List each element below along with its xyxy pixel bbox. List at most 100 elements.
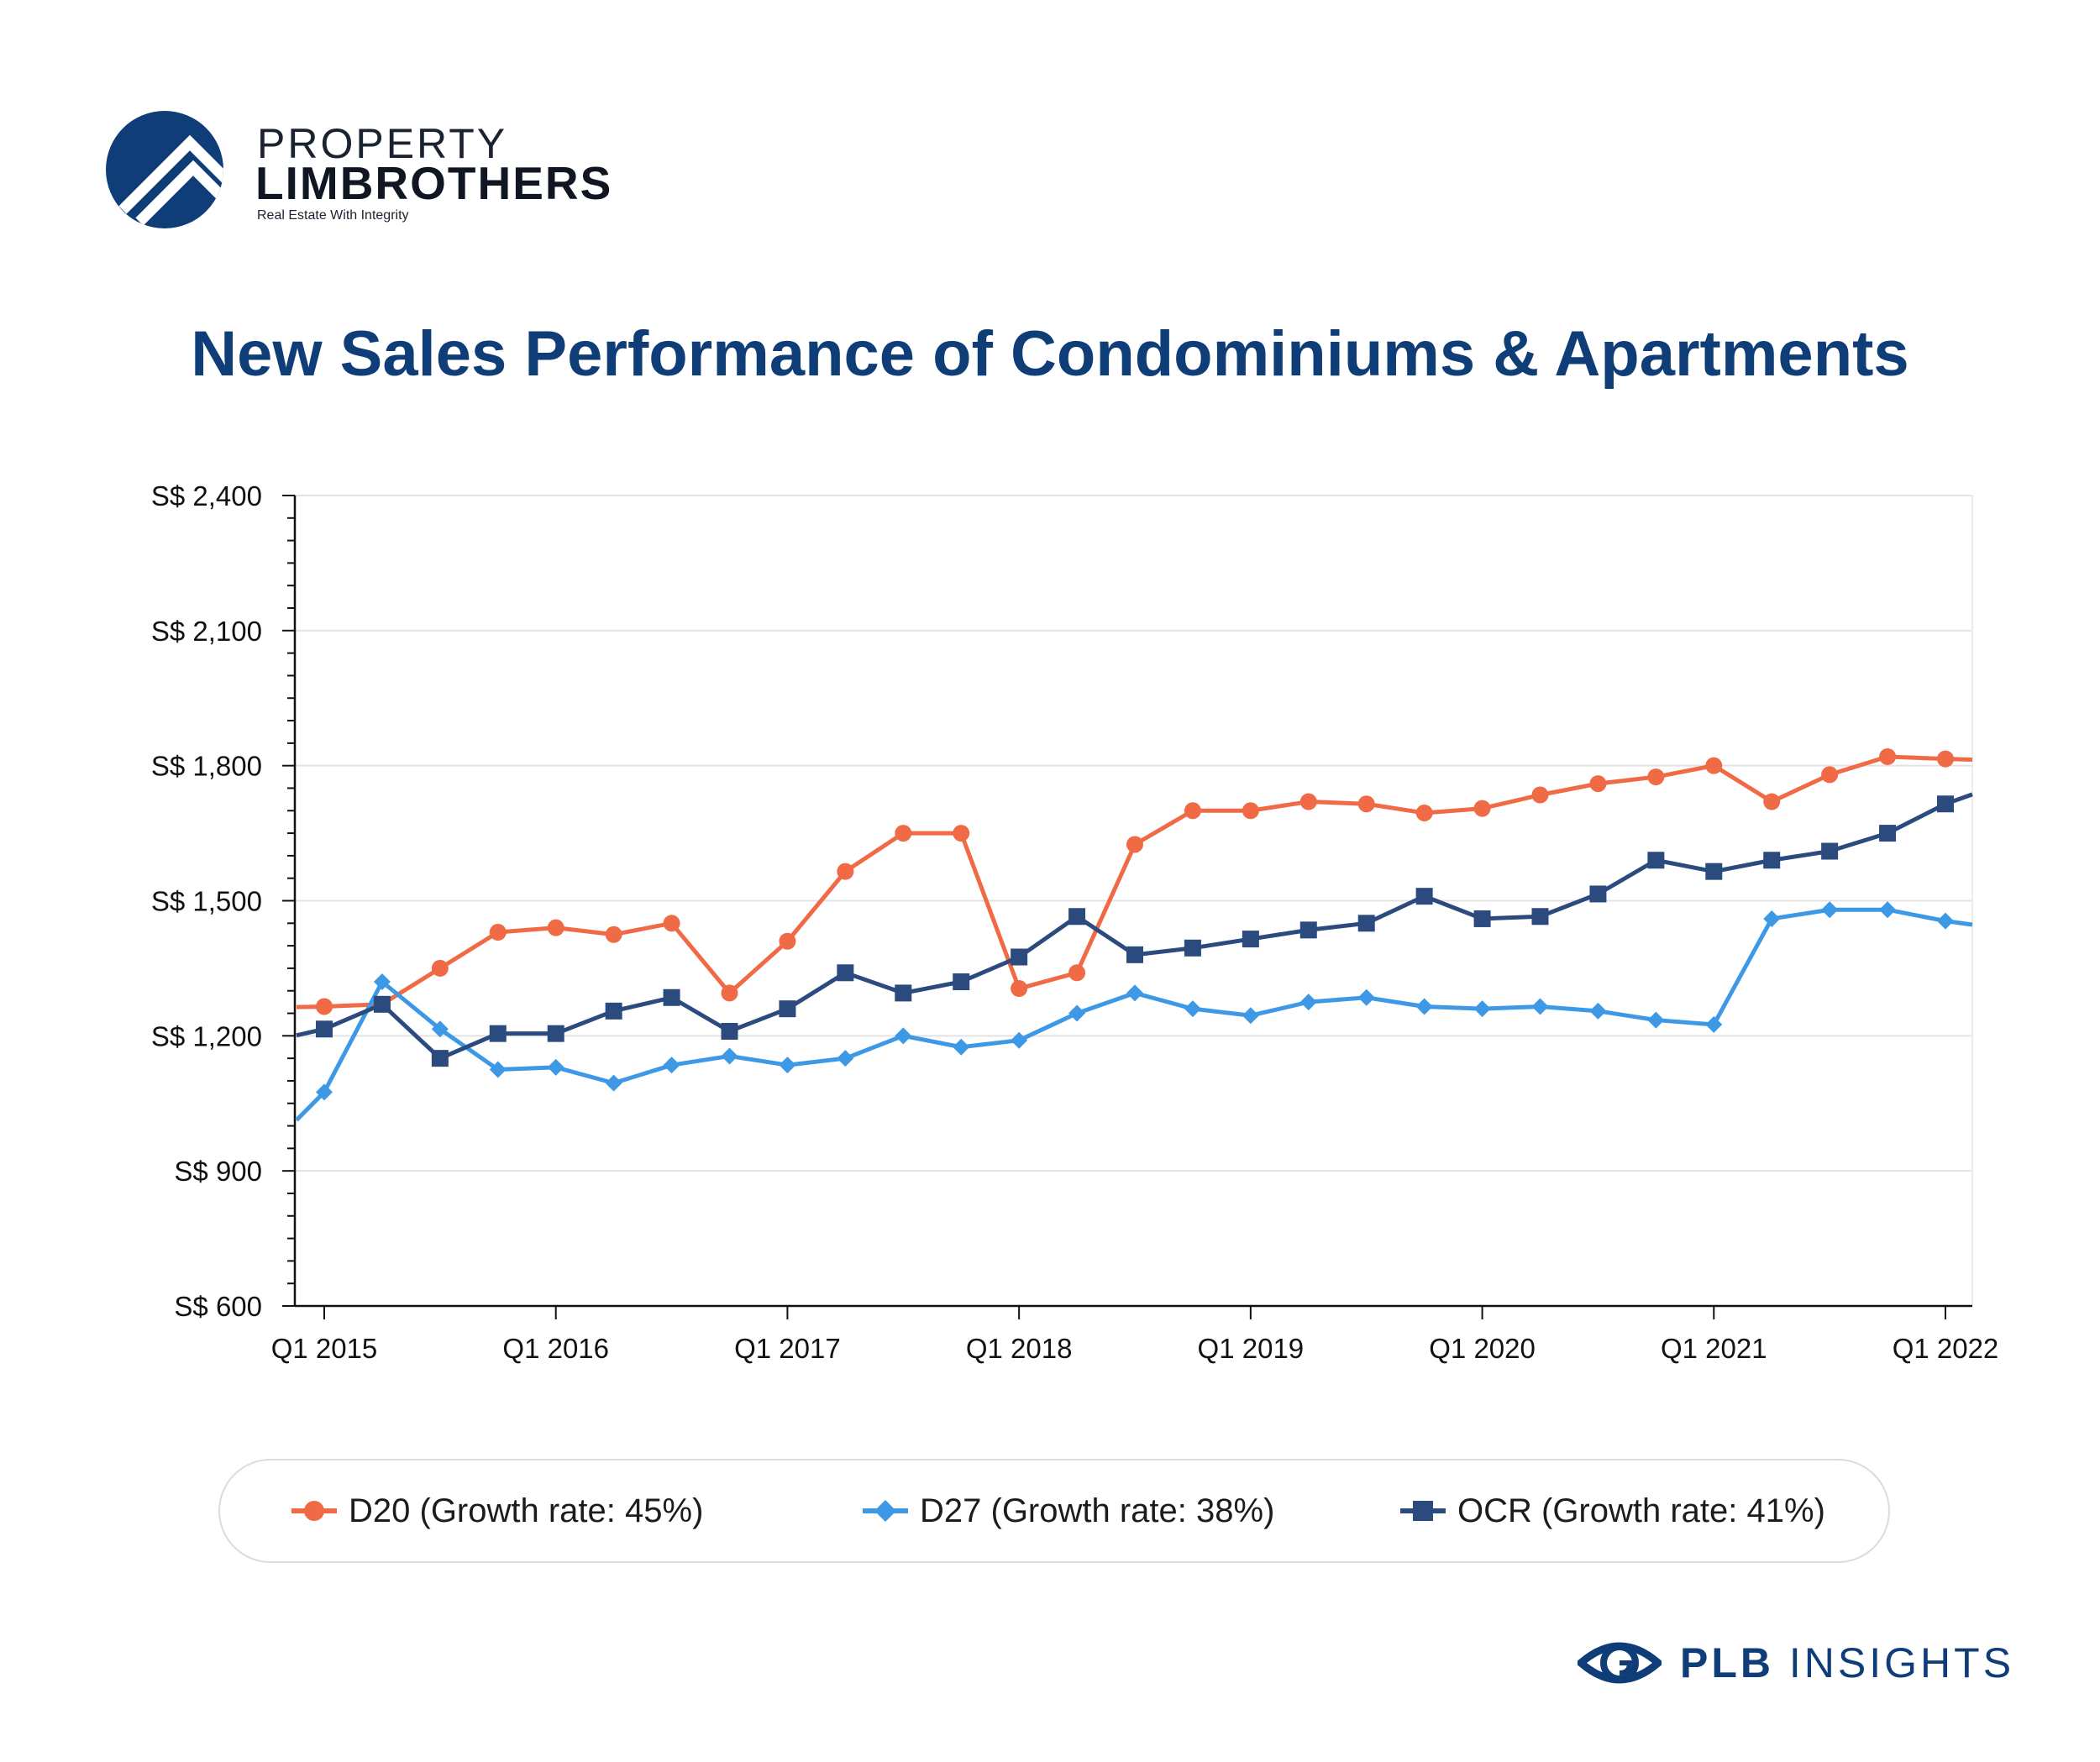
y-tick-label: S$ 600 — [174, 1291, 262, 1322]
x-tick-label: Q1 2021 — [1661, 1333, 1767, 1364]
x-tick-label: Q1 2017 — [734, 1333, 841, 1364]
data-point-d27 — [837, 1050, 854, 1067]
series-line-d20 — [296, 754, 1973, 1009]
data-point-d27 — [316, 1083, 333, 1101]
data-point-d27 — [1068, 1004, 1086, 1022]
x-tick-label: Q1 2020 — [1429, 1333, 1536, 1364]
x-tick-label: Q1 2019 — [1198, 1333, 1305, 1364]
data-point-d20 — [489, 924, 507, 941]
legend-label-d27: D27 (Growth rate: 38%) — [920, 1492, 1275, 1529]
data-point-d20 — [1242, 802, 1259, 820]
data-point-d20 — [663, 915, 680, 932]
legend-item-ocr: OCR (Growth rate: 41%) — [1400, 1460, 1825, 1561]
data-point-d27 — [1242, 1007, 1259, 1025]
data-point-ocr — [1415, 888, 1433, 905]
data-point-d27 — [721, 1047, 738, 1065]
data-point-d27 — [547, 1058, 564, 1076]
data-point-ocr — [837, 964, 854, 982]
data-point-d27 — [1647, 1011, 1665, 1029]
data-point-d27 — [1473, 1000, 1491, 1018]
legend-item-d27: D27 (Growth rate: 38%) — [863, 1460, 1274, 1561]
data-point-d20 — [547, 919, 564, 936]
data-point-ocr — [1068, 908, 1086, 926]
data-point-d20 — [953, 825, 970, 842]
data-point-d27 — [1415, 998, 1433, 1015]
data-point-d20 — [1184, 802, 1201, 820]
data-point-d20 — [605, 926, 622, 943]
x-tick-label: Q1 2016 — [502, 1333, 609, 1364]
legend-label-d20: D20 (Growth rate: 45%) — [349, 1492, 704, 1529]
data-point-ocr — [1473, 910, 1491, 927]
data-point-d27 — [1011, 1031, 1028, 1049]
circle-marker-icon — [291, 1501, 337, 1521]
data-point-d20 — [1068, 964, 1086, 982]
x-tick-label: Q1 2018 — [966, 1333, 1073, 1364]
square-marker-icon — [1400, 1501, 1446, 1521]
data-point-d20 — [431, 959, 449, 977]
data-point-d20 — [1473, 800, 1491, 817]
data-point-d27 — [1879, 901, 1897, 919]
data-point-ocr — [1299, 921, 1317, 939]
data-point-d20 — [1011, 980, 1028, 998]
data-point-ocr — [1879, 825, 1897, 842]
series-line-d27 — [295, 907, 1973, 1122]
data-point-d27 — [895, 1027, 912, 1045]
footer-text: PLB INSIGHTS — [1680, 1639, 2014, 1687]
data-point-ocr — [1763, 852, 1781, 869]
y-tick-label: S$ 1,500 — [151, 886, 262, 917]
data-point-d20 — [1531, 786, 1549, 804]
data-point-ocr — [1705, 863, 1723, 880]
data-point-ocr — [1126, 946, 1143, 963]
data-point-ocr — [721, 1022, 738, 1040]
data-point-ocr — [547, 1025, 564, 1042]
eye-icon — [1578, 1642, 1662, 1684]
data-point-d20 — [1357, 795, 1375, 813]
data-point-ocr — [1184, 939, 1201, 957]
chart-legend: D20 (Growth rate: 45%) D27 (Growth rate:… — [218, 1459, 1890, 1563]
data-point-ocr — [1589, 885, 1607, 903]
data-point-d20 — [1299, 793, 1317, 810]
data-point-ocr — [779, 1000, 796, 1018]
data-point-d20 — [1879, 747, 1897, 765]
data-point-d27 — [1589, 1002, 1607, 1020]
brand-name-line2: LIMBROTHERS — [255, 157, 613, 209]
data-point-ocr — [1357, 915, 1375, 932]
data-point-ocr — [605, 1002, 622, 1020]
data-point-d20 — [721, 984, 738, 1002]
data-point-ocr — [1647, 852, 1665, 869]
data-point-d27 — [489, 1061, 507, 1078]
data-point-d27 — [1126, 984, 1143, 1002]
brand-tagline: Real Estate With Integrity — [257, 208, 409, 223]
y-tick-label: S$ 1,200 — [151, 1020, 262, 1051]
data-point-d20 — [1126, 836, 1143, 853]
data-point-ocr — [316, 1020, 333, 1038]
data-point-d20 — [1705, 757, 1723, 774]
data-point-d27 — [1763, 910, 1781, 927]
data-point-ocr — [953, 973, 970, 990]
data-point-d27 — [1531, 998, 1549, 1015]
data-point-d20 — [1821, 766, 1839, 784]
data-point-d27 — [1184, 1000, 1201, 1018]
legend-label-ocr: OCR (Growth rate: 41%) — [1457, 1492, 1825, 1529]
data-point-d27 — [1705, 1015, 1723, 1033]
data-point-d27 — [373, 973, 391, 990]
x-tick-label: Q1 2022 — [1893, 1333, 1999, 1364]
footer-text-light: INSIGHTS — [1788, 1639, 2015, 1686]
footer-brand: PLB INSIGHTS — [1578, 1636, 2014, 1690]
data-point-d27 — [1821, 901, 1839, 919]
data-point-d27 — [605, 1074, 622, 1092]
footer-text-bold: PLB — [1680, 1639, 1774, 1686]
data-point-d20 — [316, 998, 333, 1015]
data-point-d20 — [779, 932, 796, 950]
y-tick-label: S$ 900 — [174, 1156, 262, 1187]
data-point-ocr — [1242, 931, 1259, 948]
data-point-d27 — [1937, 912, 1954, 930]
data-point-d20 — [1937, 750, 1954, 768]
data-point-d20 — [1647, 768, 1665, 786]
data-point-ocr — [373, 995, 391, 1013]
property-limbrothers-logo — [106, 111, 223, 228]
data-point-d20 — [895, 825, 912, 842]
data-point-ocr — [663, 989, 680, 1006]
data-point-d20 — [1415, 804, 1433, 821]
diamond-marker-icon — [863, 1500, 908, 1522]
